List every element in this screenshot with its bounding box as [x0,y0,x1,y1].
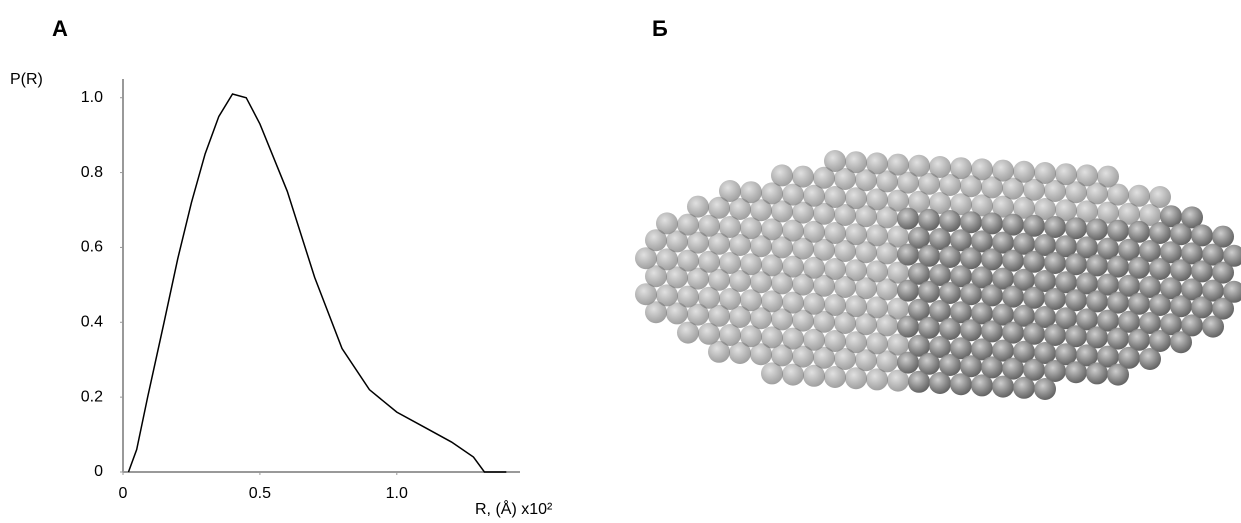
bead [887,370,909,392]
bead [1034,378,1056,400]
bead [666,302,688,324]
bead [1170,331,1192,353]
bead [971,374,993,396]
bead [1065,361,1087,383]
x-tick-label: 1.0 [386,485,408,502]
x-tick-label: 0 [119,485,128,502]
bead [845,367,867,389]
panel-label: А [52,16,68,41]
bead [929,372,951,394]
panel-label: Б [652,16,668,41]
y-axis-label: P(R) [10,71,43,88]
bead [645,301,667,323]
x-axis-label: R, (Å) x10² [475,499,553,518]
y-tick-label: 0.6 [81,239,103,256]
y-tick-label: 0.8 [81,164,103,181]
y-tick-label: 0.4 [81,314,103,331]
y-tick-label: 0 [94,463,103,480]
bead [992,376,1014,398]
bead [1086,362,1108,384]
bead [1139,348,1161,370]
line [128,94,506,472]
bead [824,366,846,388]
y-tick-label: 0.2 [81,388,103,405]
bead [1202,316,1224,338]
bead-model [635,150,1241,400]
bead [677,322,699,344]
bead [729,342,751,364]
bead [950,373,972,395]
bead [708,341,730,363]
bead [1013,377,1035,399]
y-tick-label: 1.0 [81,89,103,106]
bead [750,343,772,365]
x-tick-label: 0.5 [249,485,271,502]
bead [908,371,930,393]
bead [1107,364,1129,386]
bead [782,364,804,386]
bead [761,362,783,384]
bead [803,365,825,387]
figure: А Б P(R) R, (Å) x10² 0 0.2 0.4 0.6 0.8 1.0 0 0.… [0,0,1241,523]
bead [866,368,888,390]
